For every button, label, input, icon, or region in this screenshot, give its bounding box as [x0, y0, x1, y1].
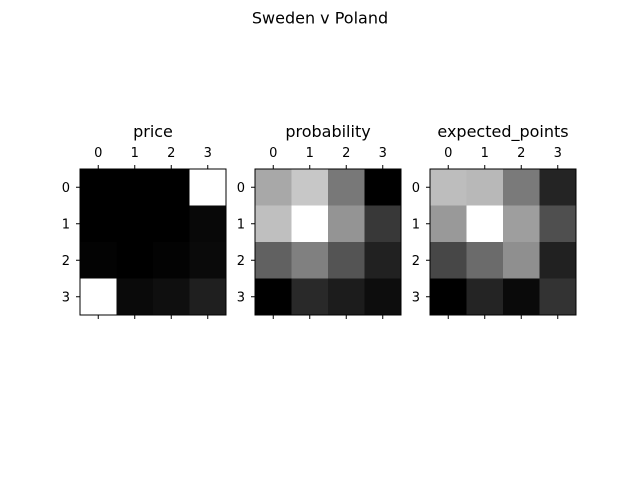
heatmap-cell: [328, 205, 365, 243]
heatmap-cell: [503, 169, 540, 206]
heatmap-frame: [79, 168, 227, 316]
heatmap-cell: [153, 169, 190, 206]
x-tick-label: 3: [204, 146, 212, 161]
heatmap-cell: [466, 242, 504, 279]
heatmap-panel-2: probability 0 1 2 3 0 1 2 3: [237, 122, 402, 319]
heatmap-cell: [503, 278, 540, 316]
heatmap-panel-1: price 0 1 2 3 0 1 2 3: [62, 122, 227, 319]
x-tick-label: 2: [517, 146, 525, 161]
y-tick-label: 2: [412, 254, 420, 269]
y-tick-label: 1: [62, 217, 70, 232]
heatmap-frame: [254, 168, 402, 316]
heatmap-cell: [189, 205, 227, 243]
x-tick-label: 0: [94, 146, 102, 161]
heatmap-cell: [539, 278, 577, 316]
heatmap-cell: [466, 169, 504, 206]
heatmap-cell: [153, 205, 190, 243]
heatmap-cell: [364, 242, 402, 279]
x-tick-label: 0: [444, 146, 452, 161]
heatmap-title: probability: [285, 122, 370, 141]
heatmap-cell: [503, 242, 540, 279]
heatmap-cell: [430, 169, 467, 206]
x-tick-label: 3: [554, 146, 562, 161]
heatmap-cell: [539, 242, 577, 279]
heatmap-cell: [328, 278, 365, 316]
heatmap-cell: [116, 169, 154, 206]
heatmap-cell: [539, 205, 577, 243]
heatmap-cell: [189, 169, 227, 206]
x-tick-label: 1: [306, 146, 314, 161]
x-tick-label: 1: [481, 146, 489, 161]
x-tick-label: 2: [167, 146, 175, 161]
y-tick-label: 0: [237, 181, 245, 196]
y-tick-label: 3: [237, 290, 245, 305]
heatmap-cell: [255, 242, 292, 279]
heatmap-cell: [328, 169, 365, 206]
heatmap-cell: [291, 242, 329, 279]
heatmap-frame: [429, 168, 577, 316]
x-tick-label: 0: [269, 146, 277, 161]
heatmap-cell: [539, 169, 577, 206]
heatmap-cell: [430, 205, 467, 243]
y-tick-label: 1: [237, 217, 245, 232]
heatmap-cell: [364, 278, 402, 316]
y-tick-label: 1: [412, 217, 420, 232]
heatmap-cell: [291, 169, 329, 206]
heatmap-cell: [116, 205, 154, 243]
heatmap-cell: [430, 242, 467, 279]
heatmap-cell: [116, 278, 154, 316]
heatmap-cell: [291, 205, 329, 243]
y-tick-label: 0: [412, 181, 420, 196]
heatmap-cell: [255, 278, 292, 316]
heatmap-cell: [364, 169, 402, 206]
heatmap-cell: [255, 205, 292, 243]
heatmap-cell: [153, 278, 190, 316]
heatmap-cell: [255, 169, 292, 206]
heatmap-cell: [466, 278, 504, 316]
heatmap-cell: [430, 278, 467, 316]
figure-suptitle: Sweden v Poland: [252, 9, 388, 28]
heatmap-cell: [80, 169, 117, 206]
y-tick-label: 2: [62, 254, 70, 269]
heatmap-cell: [328, 242, 365, 279]
x-tick-label: 1: [131, 146, 139, 161]
heatmap-title: expected_points: [437, 122, 568, 142]
heatmap-cell: [80, 205, 117, 243]
heatmap-cell: [80, 242, 117, 279]
y-tick-label: 2: [237, 254, 245, 269]
heatmap-cell: [291, 278, 329, 316]
x-tick-label: 2: [342, 146, 350, 161]
heatmap-cell: [116, 242, 154, 279]
y-tick-label: 3: [412, 290, 420, 305]
heatmap-title: price: [133, 122, 173, 141]
heatmap-panel-3: expected_points 0 1 2 3 0 1 2 3: [412, 122, 577, 319]
y-tick-label: 3: [62, 290, 70, 305]
heatmap-cell: [189, 242, 227, 279]
y-tick-label: 0: [62, 181, 70, 196]
x-tick-label: 3: [379, 146, 387, 161]
heatmap-cell: [503, 205, 540, 243]
heatmap-cell: [189, 278, 227, 316]
heatmap-cell: [153, 242, 190, 279]
heatmap-cell: [80, 278, 117, 316]
heatmap-cell: [466, 205, 504, 243]
heatmap-cell: [364, 205, 402, 243]
